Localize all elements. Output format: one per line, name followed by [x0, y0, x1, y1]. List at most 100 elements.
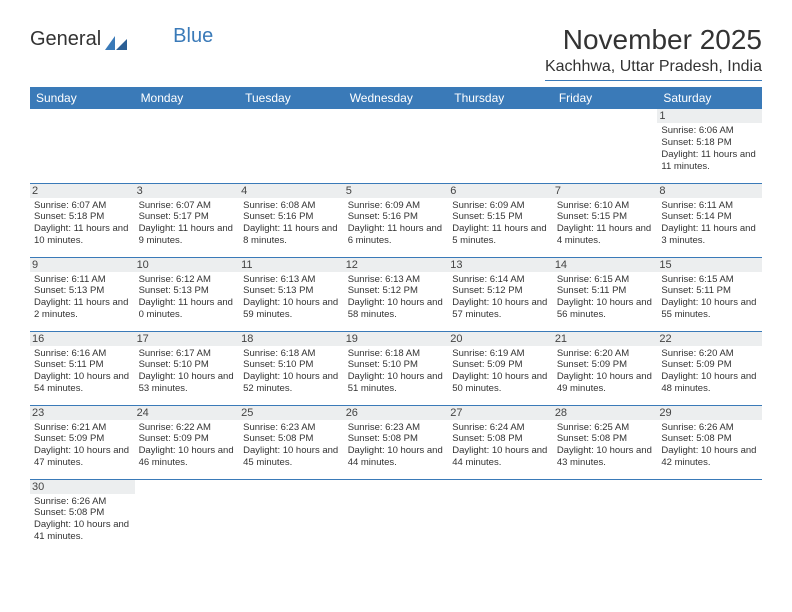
calendar-cell: 22Sunrise: 6:20 AMSunset: 5:09 PMDayligh… [657, 331, 762, 405]
day-number: 30 [30, 480, 135, 494]
day-number: 2 [30, 184, 135, 198]
day-header: Saturday [657, 87, 762, 109]
calendar-cell: 3 Sunrise: 6:07 AMSunset: 5:17 PMDaylight… [135, 183, 240, 257]
day-info: Sunrise: 6:10 AMSunset: 5:15 PMDaylight:… [557, 200, 654, 248]
day-info: Sunrise: 6:21 AMSunset: 5:09 PMDaylight:… [34, 422, 131, 470]
day-number: 21 [553, 332, 658, 346]
calendar-page: General Blue November 2025 Kachhwa, Utta… [0, 0, 792, 577]
day-number: 1 [657, 109, 762, 123]
calendar-cell: 26Sunrise: 6:23 AMSunset: 5:08 PMDayligh… [344, 405, 449, 479]
calendar-cell: 8Sunrise: 6:11 AMSunset: 5:14 PMDaylight… [657, 183, 762, 257]
day-info: Sunrise: 6:19 AMSunset: 5:09 PMDaylight:… [452, 348, 549, 396]
calendar-row: 16Sunrise: 6:16 AMSunset: 5:11 PMDayligh… [30, 331, 762, 405]
day-number: 17 [135, 332, 240, 346]
calendar-cell [553, 479, 658, 553]
day-number: 19 [344, 332, 449, 346]
calendar-cell: 14Sunrise: 6:15 AMSunset: 5:11 PMDayligh… [553, 257, 658, 331]
calendar-cell [448, 109, 553, 183]
day-number: 20 [448, 332, 553, 346]
header: General Blue November 2025 Kachhwa, Utta… [30, 24, 762, 81]
calendar-cell [448, 479, 553, 553]
calendar-cell: 20 Sunrise: 6:19 AMSunset: 5:09 PMDayligh… [448, 331, 553, 405]
calendar-row: 23 Sunrise: 6:21 AMSunset: 5:09 PMDayligh… [30, 405, 762, 479]
day-number: 27 [448, 406, 553, 420]
day-number: 8 [657, 184, 762, 198]
day-info: Sunrise: 6:26 AMSunset: 5:08 PMDaylight:… [661, 422, 758, 470]
day-info: Sunrise: 6:13 AMSunset: 5:13 PMDaylight:… [243, 274, 340, 322]
day-header: Monday [135, 87, 240, 109]
calendar-cell: 29Sunrise: 6:26 AMSunset: 5:08 PMDayligh… [657, 405, 762, 479]
day-info: Sunrise: 6:17 AMSunset: 5:10 PMDaylight:… [139, 348, 236, 396]
day-info: Sunrise: 6:16 AMSunset: 5:11 PMDaylight:… [34, 348, 131, 396]
calendar-cell: 13 Sunrise: 6:14 AMSunset: 5:12 PMDayligh… [448, 257, 553, 331]
calendar-cell [135, 109, 240, 183]
day-number: 4 [239, 184, 344, 198]
calendar-cell: 30 Sunrise: 6:26 AMSunset: 5:08 PMDayligh… [30, 479, 135, 553]
day-header: Friday [553, 87, 658, 109]
day-info: Sunrise: 6:09 AMSunset: 5:16 PMDaylight:… [348, 200, 445, 248]
calendar-cell: 27 Sunrise: 6:24 AMSunset: 5:08 PMDayligh… [448, 405, 553, 479]
calendar-cell: 6Sunrise: 6:09 AMSunset: 5:15 PMDaylight… [448, 183, 553, 257]
calendar-cell: 24 Sunrise: 6:22 AMSunset: 5:09 PMDayligh… [135, 405, 240, 479]
calendar-cell: 17 Sunrise: 6:17 AMSunset: 5:10 PMDayligh… [135, 331, 240, 405]
calendar-cell [239, 109, 344, 183]
day-number: 24 [135, 406, 240, 420]
calendar-cell: 11 Sunrise: 6:13 AMSunset: 5:13 PMDayligh… [239, 257, 344, 331]
logo-text-b: Blue [173, 25, 213, 48]
calendar-cell: 5 Sunrise: 6:09 AMSunset: 5:16 PMDaylight… [344, 183, 449, 257]
calendar-cell: 9Sunrise: 6:11 AMSunset: 5:13 PMDaylight… [30, 257, 135, 331]
day-number: 15 [657, 258, 762, 272]
day-number: 7 [553, 184, 658, 198]
day-info: Sunrise: 6:23 AMSunset: 5:08 PMDaylight:… [348, 422, 445, 470]
day-info: Sunrise: 6:24 AMSunset: 5:08 PMDaylight:… [452, 422, 549, 470]
calendar-body: 1 Sunrise: 6:06 AMSunset: 5:18 PMDaylight… [30, 109, 762, 553]
day-info: Sunrise: 6:15 AMSunset: 5:11 PMDaylight:… [661, 274, 758, 322]
calendar-cell: 19 Sunrise: 6:18 AMSunset: 5:10 PMDayligh… [344, 331, 449, 405]
day-info: Sunrise: 6:06 AMSunset: 5:18 PMDaylight:… [661, 125, 758, 173]
day-info: Sunrise: 6:12 AMSunset: 5:13 PMDaylight:… [139, 274, 236, 322]
calendar-row: 1 Sunrise: 6:06 AMSunset: 5:18 PMDaylight… [30, 109, 762, 183]
day-number: 13 [448, 258, 553, 272]
calendar-cell [239, 479, 344, 553]
calendar-cell [135, 479, 240, 553]
day-number: 5 [344, 184, 449, 198]
calendar-cell: 1 Sunrise: 6:06 AMSunset: 5:18 PMDaylight… [657, 109, 762, 183]
day-header: Tuesday [239, 87, 344, 109]
month-title: November 2025 [545, 24, 762, 56]
calendar-cell [657, 479, 762, 553]
calendar-cell: 7 Sunrise: 6:10 AMSunset: 5:15 PMDaylight… [553, 183, 658, 257]
day-info: Sunrise: 6:18 AMSunset: 5:10 PMDaylight:… [348, 348, 445, 396]
day-header: Wednesday [344, 87, 449, 109]
calendar-row: 2Sunrise: 6:07 AMSunset: 5:18 PMDaylight… [30, 183, 762, 257]
day-info: Sunrise: 6:07 AMSunset: 5:17 PMDaylight:… [139, 200, 236, 248]
day-info: Sunrise: 6:25 AMSunset: 5:08 PMDaylight:… [557, 422, 654, 470]
day-info: Sunrise: 6:26 AMSunset: 5:08 PMDaylight:… [34, 496, 131, 544]
calendar-cell [344, 109, 449, 183]
day-info: Sunrise: 6:11 AMSunset: 5:13 PMDaylight:… [34, 274, 131, 322]
calendar-head: SundayMondayTuesdayWednesdayThursdayFrid… [30, 87, 762, 109]
day-header: Sunday [30, 87, 135, 109]
day-info: Sunrise: 6:20 AMSunset: 5:09 PMDaylight:… [661, 348, 758, 396]
day-info: Sunrise: 6:20 AMSunset: 5:09 PMDaylight:… [557, 348, 654, 396]
day-info: Sunrise: 6:15 AMSunset: 5:11 PMDaylight:… [557, 274, 654, 322]
calendar-cell: 28Sunrise: 6:25 AMSunset: 5:08 PMDayligh… [553, 405, 658, 479]
day-info: Sunrise: 6:23 AMSunset: 5:08 PMDaylight:… [243, 422, 340, 470]
day-number: 23 [30, 406, 135, 420]
day-info: Sunrise: 6:14 AMSunset: 5:12 PMDaylight:… [452, 274, 549, 322]
calendar-cell: 23 Sunrise: 6:21 AMSunset: 5:09 PMDayligh… [30, 405, 135, 479]
calendar-table: SundayMondayTuesdayWednesdayThursdayFrid… [30, 87, 762, 553]
logo: General Blue [30, 28, 213, 51]
day-number: 18 [239, 332, 344, 346]
logo-text-a: General [30, 28, 101, 51]
title-block: November 2025 Kachhwa, Uttar Pradesh, In… [545, 24, 762, 81]
calendar-cell [344, 479, 449, 553]
day-info: Sunrise: 6:22 AMSunset: 5:09 PMDaylight:… [139, 422, 236, 470]
day-number: 11 [239, 258, 344, 272]
calendar-cell: 16Sunrise: 6:16 AMSunset: 5:11 PMDayligh… [30, 331, 135, 405]
calendar-cell: 4Sunrise: 6:08 AMSunset: 5:16 PMDaylight… [239, 183, 344, 257]
day-info: Sunrise: 6:13 AMSunset: 5:12 PMDaylight:… [348, 274, 445, 322]
day-number: 3 [135, 184, 240, 198]
calendar-cell [30, 109, 135, 183]
day-info: Sunrise: 6:09 AMSunset: 5:15 PMDaylight:… [452, 200, 549, 248]
location-text: Kachhwa, Uttar Pradesh, India [545, 58, 762, 81]
